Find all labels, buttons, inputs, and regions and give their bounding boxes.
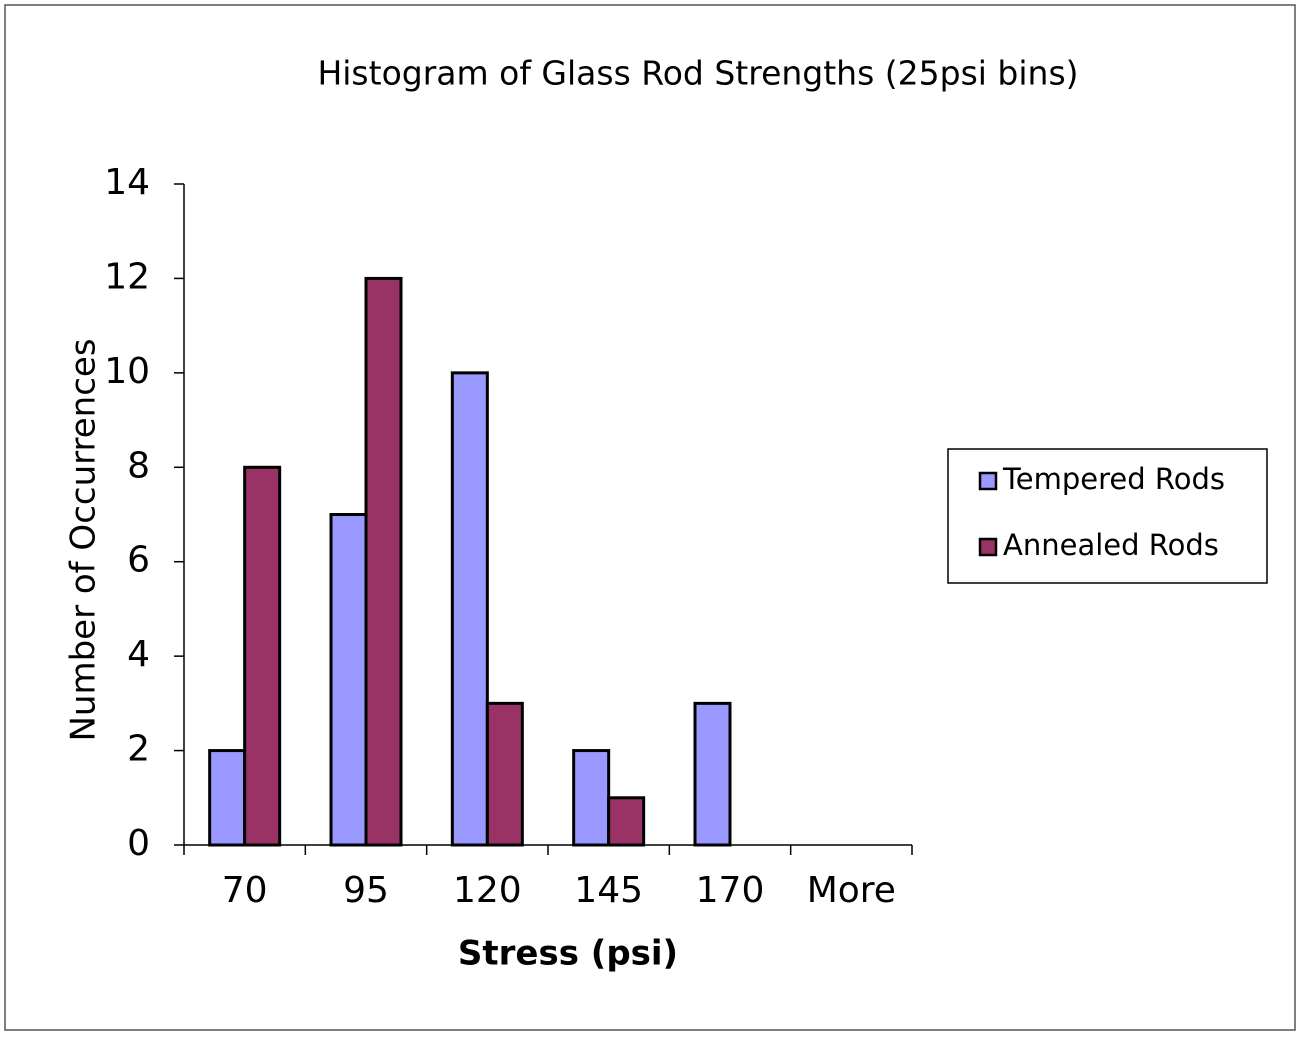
x-tick-label: 95: [343, 870, 389, 911]
bar: [329, 513, 368, 847]
legend-label: Tempered Rods: [1002, 462, 1225, 496]
y-tick-label: 6: [127, 540, 150, 581]
legend-swatch: [978, 471, 998, 491]
y-tick-label: 8: [127, 445, 150, 486]
y-axis-label: Number of Occurrences: [64, 338, 104, 741]
y-tick-label: 12: [104, 256, 150, 297]
y-tick-label: 0: [127, 823, 150, 864]
chart-title: Histogram of Glass Rod Strengths (25psi …: [317, 54, 1078, 93]
x-axis-label: Stress (psi): [458, 934, 678, 974]
y-tick-label: 2: [127, 729, 150, 770]
x-tick-label: 170: [696, 870, 765, 911]
bar: [485, 701, 524, 847]
x-tick-label: More: [807, 870, 896, 911]
x-tick-label: 120: [453, 870, 522, 911]
y-tick-label: 4: [127, 634, 150, 675]
legend-swatch: [978, 537, 998, 557]
bar: [693, 701, 732, 847]
x-tick-label: 70: [222, 870, 268, 911]
y-tick-label: 14: [104, 162, 150, 203]
bar: [572, 749, 611, 847]
x-tick-label: 145: [574, 870, 643, 911]
bar: [243, 465, 282, 847]
bar: [364, 276, 403, 847]
bar: [208, 749, 247, 847]
bar: [607, 796, 646, 847]
legend: [947, 448, 1268, 584]
y-tick-label: 10: [104, 351, 150, 392]
legend-label: Annealed Rods: [1003, 528, 1219, 562]
bar: [450, 371, 489, 847]
